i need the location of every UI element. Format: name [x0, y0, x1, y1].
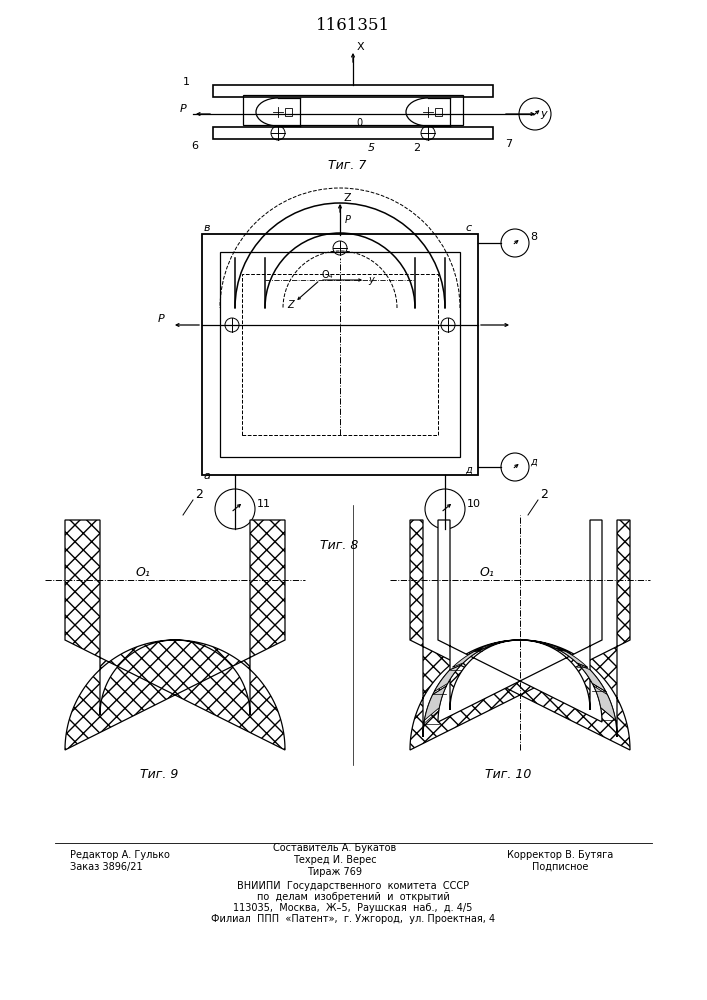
Text: 0: 0 — [356, 118, 362, 128]
Text: Подписное: Подписное — [532, 862, 588, 872]
Text: 1: 1 — [183, 77, 190, 87]
Text: Z: Z — [287, 300, 293, 310]
Text: P: P — [345, 215, 351, 225]
Text: 8: 8 — [530, 232, 537, 242]
Text: ВНИИПИ  Государственного  комитета  СССР: ВНИИПИ Государственного комитета СССР — [237, 881, 469, 891]
Polygon shape — [434, 665, 461, 691]
Text: 6: 6 — [191, 141, 198, 151]
Polygon shape — [579, 665, 606, 691]
Polygon shape — [410, 520, 630, 750]
Text: 5: 5 — [368, 143, 375, 153]
Text: Корректор В. Бутяга: Корректор В. Бутяга — [507, 850, 613, 860]
Text: 10: 10 — [467, 499, 481, 509]
Text: 2: 2 — [413, 143, 420, 153]
Text: O₁: O₁ — [135, 566, 150, 579]
Text: Τиг. 10: Τиг. 10 — [485, 768, 532, 781]
Text: Τиг. 8: Τиг. 8 — [320, 539, 358, 552]
Text: в: в — [204, 223, 211, 233]
Bar — [202, 234, 478, 475]
Text: а: а — [204, 471, 211, 481]
Text: 7: 7 — [505, 139, 512, 149]
Text: P: P — [180, 104, 187, 114]
Text: Составитель А. Букатов: Составитель А. Букатов — [274, 843, 397, 853]
Bar — [213, 127, 493, 139]
Text: X: X — [357, 42, 365, 52]
Text: P: P — [158, 314, 165, 324]
Text: с: с — [465, 223, 471, 233]
Text: 113035,  Москва,  Ж–5,  Раушская  наб.,  д. 4/5: 113035, Москва, Ж–5, Раушская наб., д. 4… — [233, 903, 473, 913]
Text: по  делам  изобретений  и  открытий: по делам изобретений и открытий — [257, 892, 450, 902]
Text: y: y — [368, 275, 374, 285]
Polygon shape — [424, 686, 446, 720]
Text: д: д — [465, 465, 472, 475]
Bar — [242, 274, 438, 435]
Polygon shape — [452, 650, 481, 667]
Bar — [220, 252, 460, 457]
Text: Тираж 769: Тираж 769 — [308, 867, 363, 877]
Text: Заказ 3896/21: Заказ 3896/21 — [70, 862, 143, 872]
Text: 11: 11 — [257, 499, 271, 509]
Bar — [213, 85, 493, 97]
Polygon shape — [477, 641, 506, 650]
Text: Техред И. Верес: Техред И. Верес — [293, 855, 377, 865]
Polygon shape — [438, 520, 602, 722]
Text: y: y — [540, 109, 547, 119]
Polygon shape — [534, 641, 563, 650]
Text: Τиг. 9: Τиг. 9 — [140, 768, 178, 781]
Text: 2: 2 — [540, 488, 548, 501]
Polygon shape — [65, 520, 285, 750]
Bar — [243, 95, 463, 125]
Text: O₄: O₄ — [322, 270, 334, 280]
Text: Филиал  ППП  «Патент»,  г. Ужгород,  ул. Проектная, 4: Филиал ППП «Патент», г. Ужгород, ул. Про… — [211, 914, 495, 924]
Text: 1161351: 1161351 — [316, 16, 390, 33]
Polygon shape — [559, 650, 588, 667]
Polygon shape — [594, 686, 616, 720]
Bar — [435, 108, 442, 116]
Bar — [285, 108, 292, 116]
Text: д: д — [530, 457, 537, 467]
Text: Τиг. 7: Τиг. 7 — [328, 159, 366, 172]
Text: Редактор А. Гулько: Редактор А. Гулько — [70, 850, 170, 860]
Text: 2: 2 — [195, 488, 203, 501]
Text: Z: Z — [344, 193, 351, 203]
Text: O₁: O₁ — [480, 566, 495, 579]
